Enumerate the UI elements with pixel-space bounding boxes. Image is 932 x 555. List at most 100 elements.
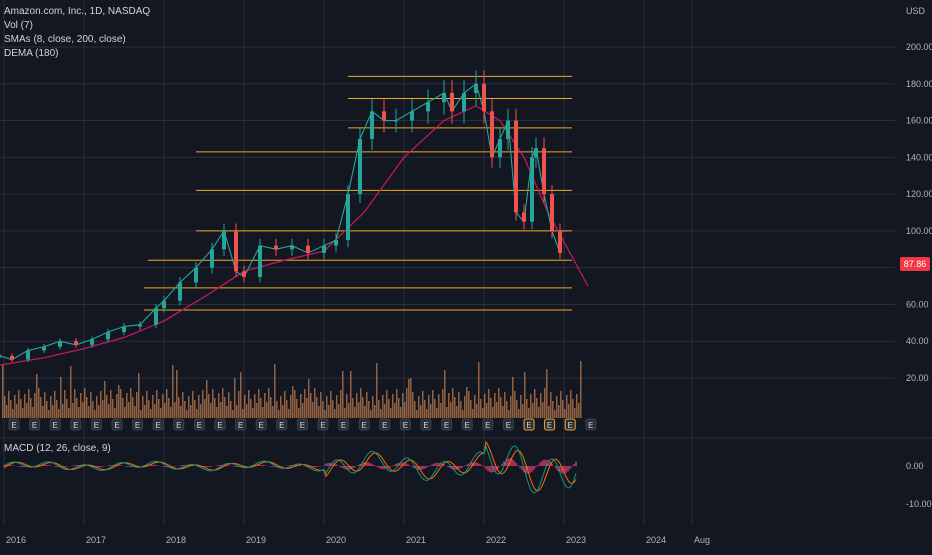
volume-bar xyxy=(546,369,548,418)
candle-body xyxy=(550,194,554,231)
volume-bar xyxy=(278,410,280,418)
volume-bar xyxy=(302,403,304,418)
price-tick-label: 180.00 xyxy=(906,79,932,89)
macd-tick-label: 0.00 xyxy=(906,461,924,471)
volume-bar xyxy=(54,391,56,418)
candle-body xyxy=(462,92,466,112)
candle-body xyxy=(382,111,386,121)
volume-bar xyxy=(382,395,384,418)
earnings-marker-icon xyxy=(564,418,576,431)
macd-pane xyxy=(3,440,577,494)
volume-bar xyxy=(134,406,136,418)
volume-bar xyxy=(110,390,112,418)
volume-bar xyxy=(276,401,278,418)
macd-line xyxy=(3,444,577,494)
volume-bar xyxy=(162,394,164,418)
volume-bar xyxy=(460,401,462,418)
time-tick-label: 2016 xyxy=(6,535,26,545)
volume-bar xyxy=(532,403,534,418)
candle-body xyxy=(210,249,214,268)
volume-bar xyxy=(496,402,498,418)
earnings-marker-label: E xyxy=(217,421,222,430)
volume-bar xyxy=(24,394,26,418)
candle-body xyxy=(522,212,526,222)
earnings-marker-label: E xyxy=(403,421,408,430)
volume-bar xyxy=(64,390,66,418)
volume-bar xyxy=(320,392,322,418)
earnings-marker-label: E xyxy=(568,421,573,430)
candle-body xyxy=(10,355,14,360)
volume-bar xyxy=(336,395,338,418)
volume-bar xyxy=(68,408,70,418)
volume-bar xyxy=(208,394,210,418)
time-tick-label: 2020 xyxy=(326,535,346,545)
volume-bar xyxy=(138,373,140,418)
volume-bar xyxy=(564,409,566,418)
volume-bar xyxy=(282,405,284,418)
macd-signal-line xyxy=(3,440,577,492)
volume-bar xyxy=(46,401,48,418)
volume-bar xyxy=(236,405,238,418)
volume-bar xyxy=(50,396,52,418)
volume-bar xyxy=(442,389,444,418)
volume-bar xyxy=(570,390,572,418)
volume-bar xyxy=(318,406,320,418)
volume-bar xyxy=(406,388,408,418)
time-tick-label: 2018 xyxy=(166,535,186,545)
volume-bar xyxy=(84,388,86,418)
macd-tick-label: -10.00 xyxy=(906,499,932,509)
volume-bar xyxy=(568,404,570,418)
candle-body xyxy=(242,271,246,277)
earnings-marker-icon xyxy=(338,418,350,431)
volume-bar xyxy=(160,408,162,418)
volume-bar xyxy=(494,393,496,418)
volume-bar xyxy=(224,397,226,418)
volume-bar xyxy=(306,398,308,418)
earnings-marker-icon xyxy=(585,418,597,431)
volume-bar xyxy=(536,398,538,418)
time-tick-label: 2024 xyxy=(646,535,666,545)
volume-bar xyxy=(402,393,404,418)
volume-bar xyxy=(366,392,368,418)
volume-bar xyxy=(508,410,510,418)
earnings-marker-label: E xyxy=(197,421,202,430)
earnings-marker-label: E xyxy=(506,421,511,430)
candle-body xyxy=(58,341,62,347)
volume-bar xyxy=(150,409,152,418)
indicator-macd[interactable]: MACD (12, 26, close, 9) xyxy=(4,443,111,454)
candle-body xyxy=(162,300,166,309)
volume-bar xyxy=(42,406,44,418)
volume-bar xyxy=(348,403,350,418)
candle-body xyxy=(222,230,226,250)
volume-bar xyxy=(566,395,568,418)
volume-bar xyxy=(486,403,488,418)
earnings-marker-label: E xyxy=(320,421,325,430)
indicator-dema[interactable]: DEMA (180) xyxy=(4,48,59,59)
volume-bar xyxy=(356,393,358,418)
earnings-marker-icon xyxy=(152,418,164,431)
volume-bar xyxy=(422,391,424,418)
time-tick-label: 2019 xyxy=(246,535,266,545)
volume-bar xyxy=(4,396,6,418)
volume-bar xyxy=(178,397,180,418)
earnings-marker-label: E xyxy=(238,421,243,430)
volume-bar xyxy=(454,397,456,418)
volume-bar xyxy=(214,398,216,418)
earnings-marker-label: E xyxy=(300,421,305,430)
volume-bar xyxy=(344,408,346,418)
volume-bar xyxy=(38,388,40,418)
volume-bar xyxy=(312,402,314,418)
sma-short-line xyxy=(0,82,561,361)
indicator-vol[interactable]: Vol (7) xyxy=(4,20,33,31)
volume-bar xyxy=(524,372,526,418)
earnings-marker-label: E xyxy=(465,421,470,430)
grid xyxy=(0,0,932,525)
indicator-sma[interactable]: SMAs (8, close, 200, close) xyxy=(4,34,126,45)
volume-bar xyxy=(338,404,340,418)
volume-bar xyxy=(522,404,524,418)
volume-bar xyxy=(378,400,380,418)
volume-bar xyxy=(328,405,330,418)
volume-bar xyxy=(256,403,258,418)
